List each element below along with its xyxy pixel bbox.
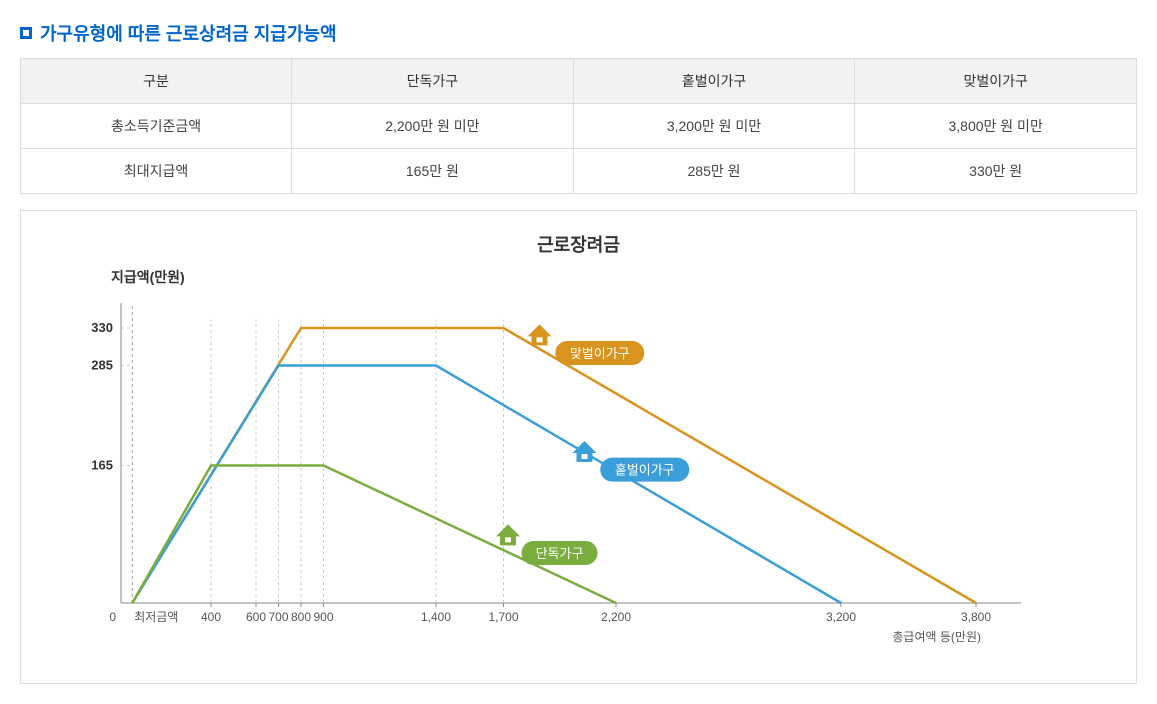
y-tick-label: 165 — [91, 458, 113, 473]
x-tick-label: 900 — [313, 610, 333, 624]
series-badge-text: 단독가구 — [536, 546, 584, 561]
table-row: 총소득기준금액 2,200만 원 미만 3,200만 원 미만 3,800만 원… — [21, 104, 1137, 149]
x-tick-label: 800 — [291, 610, 311, 624]
row-label: 총소득기준금액 — [21, 104, 292, 149]
series-badge-text: 홑벌이가구 — [615, 463, 675, 478]
cell: 285만 원 — [573, 149, 855, 194]
section-title: 가구유형에 따른 근로상려금 지급가능액 — [20, 20, 1137, 46]
cell: 3,800만 원 미만 — [855, 104, 1137, 149]
series-badge-맞벌이가구: 맞벌이가구 — [555, 341, 644, 365]
cell: 2,200만 원 미만 — [292, 104, 574, 149]
col-header: 구분 — [21, 59, 292, 104]
y-tick-label: 285 — [91, 358, 113, 373]
x-tick-label: 1,700 — [488, 610, 518, 624]
y-axis-title: 지급액(만원) — [111, 267, 1106, 287]
square-bullet-icon — [20, 27, 32, 39]
x-tick-first: 최저금액 — [134, 610, 178, 624]
line-chart: 165 285 330 0 최저금액 400 600700800900 1,400 1,700 2… — [51, 293, 1071, 653]
table-row: 최대지급액 165만 원 285만 원 330만 원 — [21, 149, 1137, 194]
x-tick-label: 600 — [246, 610, 266, 624]
x-tick-label: 3,800 — [961, 610, 991, 624]
x-axis-title: 총급여액 등(만원) — [892, 630, 981, 644]
row-label: 최대지급액 — [21, 149, 292, 194]
col-header: 단독가구 — [292, 59, 574, 104]
payment-table: 구분 단독가구 홑벌이가구 맞벌이가구 총소득기준금액 2,200만 원 미만 … — [20, 58, 1137, 194]
series-badge-text: 맞벌이가구 — [570, 346, 630, 361]
col-header: 맞벌이가구 — [855, 59, 1137, 104]
house-icon-맞벌이가구 — [528, 324, 552, 345]
x-tick-label: 1,400 — [421, 610, 451, 624]
y-tick-label: 330 — [91, 320, 113, 335]
chart-container: 근로장려금 지급액(만원) 165 285 330 0 최저금액 400 600700800… — [20, 210, 1137, 684]
table-header-row: 구분 단독가구 홑벌이가구 맞벌이가구 — [21, 59, 1137, 104]
series-line-홑벌이가구 — [132, 366, 841, 604]
series-badge-홑벌이가구: 홑벌이가구 — [600, 458, 689, 482]
col-header: 홑벌이가구 — [573, 59, 855, 104]
house-icon-단독가구 — [496, 524, 520, 545]
series-badge-단독가구: 단독가구 — [522, 541, 598, 565]
x-tick-label: 0 — [109, 610, 116, 624]
x-tick-label: 3,200 — [826, 610, 856, 624]
chart-title: 근로장려금 — [51, 231, 1106, 257]
cell: 330만 원 — [855, 149, 1137, 194]
section-title-text: 가구유형에 따른 근로상려금 지급가능액 — [40, 20, 337, 46]
cell: 165만 원 — [292, 149, 574, 194]
cell: 3,200만 원 미만 — [573, 104, 855, 149]
x-tick-label: 400 — [201, 610, 221, 624]
x-tick-label: 2,200 — [601, 610, 631, 624]
x-tick-label: 700 — [268, 610, 288, 624]
